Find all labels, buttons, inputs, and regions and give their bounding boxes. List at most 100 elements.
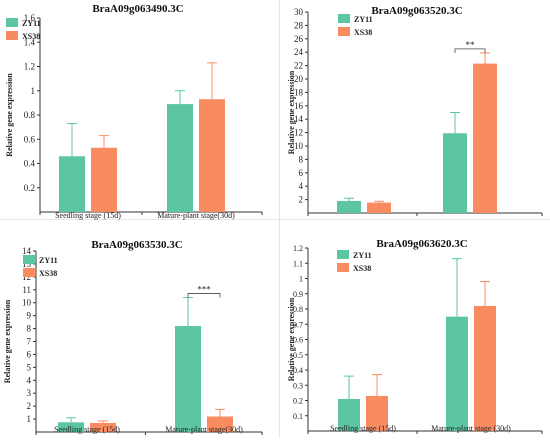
significance-label: *** [197,285,211,295]
bar-xs38 [474,305,496,431]
y-tick-label: 12 [294,128,303,138]
y-tick-label: 0.3 [293,381,303,390]
x-category-label: Mature-plant stage (30d) [431,424,511,433]
y-tick-label: 0.2 [293,397,303,406]
y-tick-label: 0.7 [293,320,303,329]
bar-zy11 [338,398,360,431]
legend-swatch-xs38 [338,27,350,36]
y-tick-label: 1.2 [293,244,303,253]
bar-xs38 [207,416,233,432]
significance-bracket [454,48,486,53]
y-tick-label: 26 [294,34,304,44]
y-tick-label: 2 [27,401,32,411]
y-tick-label: 5 [27,362,32,372]
bar-zy11 [337,200,361,213]
bar-zy11 [59,156,85,212]
y-tick-label: 11 [22,285,31,295]
legend-label: XS38 [39,269,57,278]
y-tick-label: 14 [22,246,32,256]
legend-swatch-xs38 [337,263,349,272]
y-tick-label: 0.6 [24,134,36,144]
legend-swatch-xs38 [6,31,18,40]
legend-swatch-zy11 [337,250,349,259]
chart-title: BraA09g063490.3C [92,3,183,15]
y-tick-label: 30 [294,7,304,17]
y-tick-label: 0.8 [293,305,303,314]
legend-label: XS38 [353,264,371,273]
legend-label: XS38 [354,28,372,37]
y-tick-label: 0.5 [293,351,303,360]
y-tick-label: 1 [299,275,303,284]
y-tick-label: 4 [299,181,304,191]
x-category-label: Mature-plant stage(30d) [165,425,243,434]
y-tick-label: 8 [27,324,32,334]
y-axis-label: Relative gene expression [287,70,296,154]
bar-xs38 [366,395,388,431]
chart-title: BraA09g063620.3C [376,238,467,250]
y-tick-label: 0.6 [293,336,303,345]
legend-swatch-xs38 [23,268,35,277]
y-tick-label: 3 [27,388,32,398]
significance-label: ** [466,40,476,50]
y-tick-label: 1 [31,86,36,96]
x-category-label: Seedling stage (15d) [55,211,121,220]
bar-chart-3: BraA09g063530.3C Relative gene expression… [3,239,263,435]
y-tick-label: 6 [299,168,304,178]
legend-label: XS38 [22,32,40,41]
bar-zy11 [446,316,468,431]
y-tick-label: 1.1 [293,259,303,268]
x-category-label: Seedling stage (15d) [330,424,396,433]
y-axis-label: Relative gene expression [287,297,296,381]
y-tick-label: 8 [299,154,304,164]
y-tick-label: 18 [294,87,304,97]
legend-label: ZY11 [39,256,58,265]
chart-panel-1: BraA09g063490.3C Relative gene expression… [0,0,280,220]
y-tick-label: 7 [27,337,32,347]
bar-xs38 [199,99,225,212]
legend-swatch-zy11 [23,255,35,264]
bar-chart-2: BraA09g063520.3C Relative gene expression… [287,5,543,231]
y-tick-label: 0.8 [24,110,36,120]
y-tick-label: 14 [294,114,304,124]
bar-zy11 [167,104,193,212]
y-tick-label: 1.6 [24,13,36,23]
y-tick-label: 16 [294,101,304,111]
y-tick-label: 1.2 [24,62,35,72]
chart-title: BraA09g063530.3C [91,239,182,251]
y-tick-label: 1.4 [24,37,36,47]
bar-zy11 [175,325,201,432]
y-tick-label: 1 [27,414,32,424]
y-tick-label: 2 [299,195,304,205]
legend-label: ZY11 [354,15,373,24]
bar-xs38 [91,147,117,212]
chart-panel-4: BraA09g063620.3C Relative gene expression… [280,220,550,438]
x-category-label: Seedling stage (15d) [54,425,120,434]
bar-chart-4: BraA09g063620.3C Relative gene expression… [287,238,543,434]
y-tick-label: 10 [294,141,304,151]
legend-swatch-zy11 [338,14,350,23]
y-tick-label: 24 [294,47,304,57]
y-tick-label: 28 [294,20,304,30]
y-tick-label: 4 [27,375,32,385]
bar-zy11 [443,133,467,213]
bar-xs38 [90,422,116,432]
chart-panel-2: BraA09g063520.3C Relative gene expression… [280,0,550,231]
y-tick-label: 0.9 [293,290,303,299]
y-tick-label: 0.1 [293,412,303,421]
chart-title: BraA09g063520.3C [371,5,462,17]
legend-label: ZY11 [22,19,41,28]
y-tick-label: 20 [294,74,304,84]
significance-bracket [187,293,221,298]
y-tick-label: 9 [27,311,32,321]
bar-xs38 [367,202,391,213]
legend-swatch-zy11 [6,18,18,27]
bar-xs38 [473,63,497,214]
bar-zy11 [58,422,84,432]
bar-chart-1: BraA09g063490.3C Relative gene expression… [5,3,263,220]
chart-panel-3: BraA09g063530.3C Relative gene expression… [0,220,280,438]
x-category-label: Mature-plant stage(30d) [157,211,235,220]
y-tick-label: 10 [22,298,32,308]
horizontal-divider [0,219,550,220]
y-axis-label: Relative gene expression [5,73,14,157]
y-tick-label: 6 [27,349,32,359]
